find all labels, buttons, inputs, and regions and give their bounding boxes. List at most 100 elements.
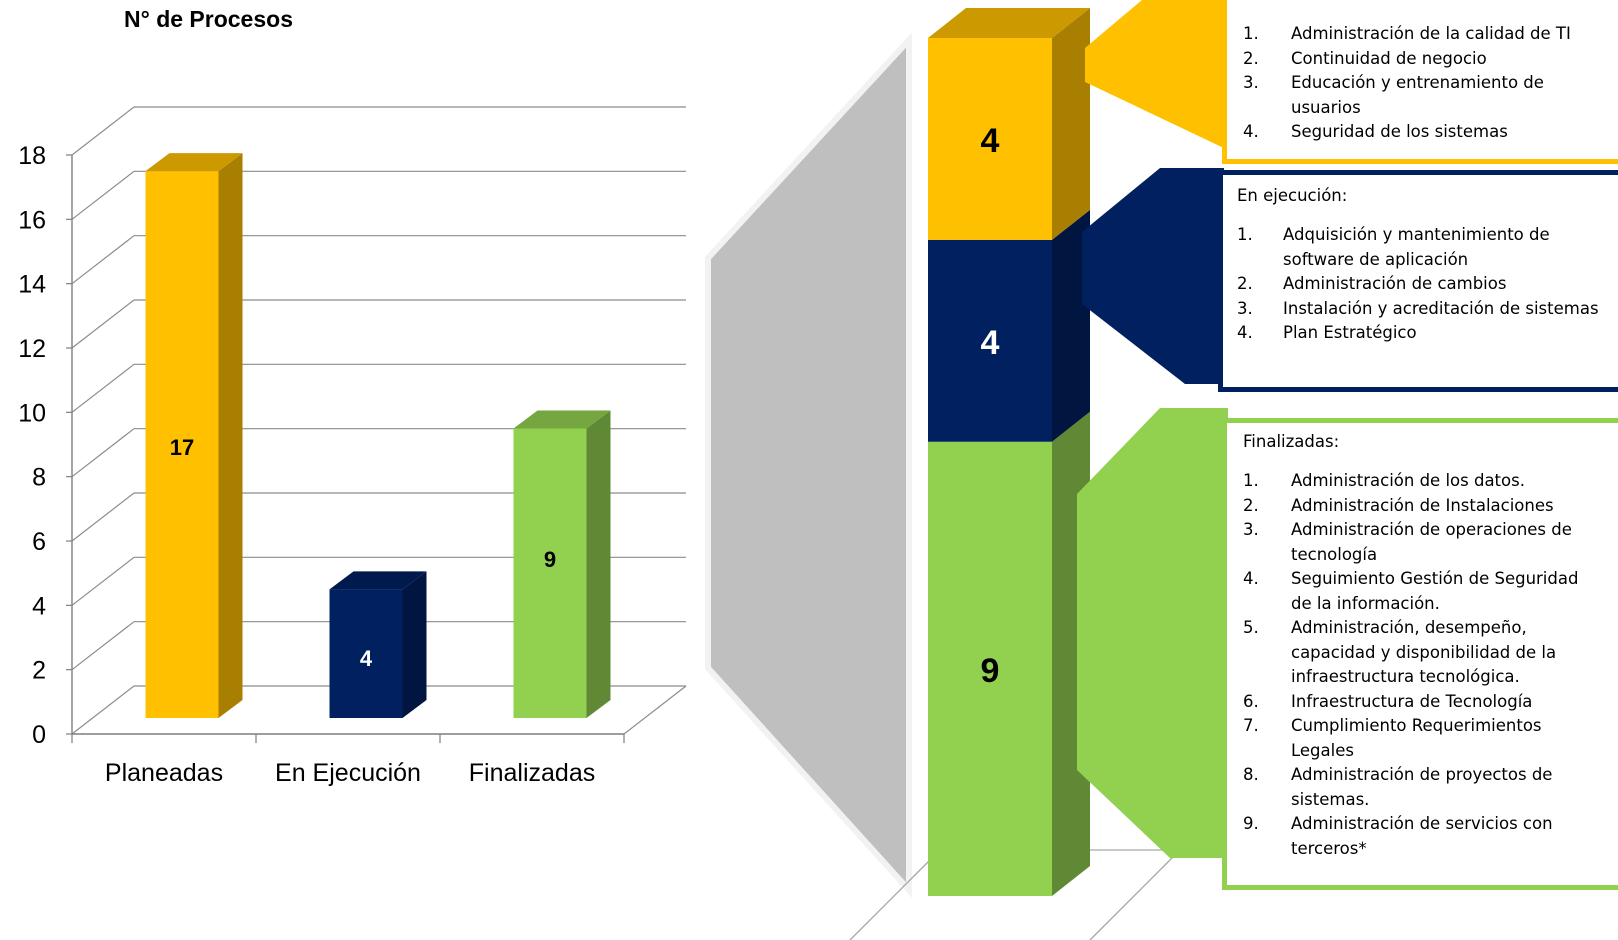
gridline-diagonal	[71, 299, 135, 349]
list-item-number: 1.	[1243, 24, 1259, 43]
list-item-text: Administración de Instalaciones	[1291, 495, 1554, 515]
bar-1: 17	[145, 153, 243, 718]
list-item-number: 6.	[1243, 691, 1259, 711]
y-tick-label: 4	[32, 592, 46, 620]
callout-final-heading: Finalizadas:	[1243, 432, 1340, 451]
list-item: 1. Adquisición y mantenimiento de softwar…	[1237, 223, 1604, 272]
list-item-text: Instalación y acreditación de sistemas	[1283, 298, 1599, 318]
pointer-planned	[1085, 0, 1228, 150]
y-tick-label: 10	[18, 399, 46, 427]
x-tick-label: Planeadas	[105, 759, 223, 787]
list-item-text: Plan Estratégico	[1283, 323, 1417, 342]
y-axis-ticks: 0 2 4 6 8 10 12 14 16 18	[18, 142, 72, 749]
gridline-diagonal	[71, 492, 135, 542]
bar-front	[329, 589, 403, 718]
list-item: 5. Administración, desempeño, capacidad …	[1243, 616, 1604, 690]
list-item: 9. Administración de servicios con tercer…	[1243, 812, 1604, 861]
x-tick-label: Finalizadas	[469, 759, 595, 787]
segment-side	[1052, 8, 1090, 240]
bar-side	[218, 153, 243, 718]
list-item-number: 7.	[1243, 716, 1259, 735]
list-item-text: Administración de operaciones de tecnolo…	[1291, 520, 1572, 564]
list-item-number: 2.	[1243, 495, 1259, 515]
bar-top	[145, 153, 243, 172]
list-item: 4. Plan Estratégico	[1237, 321, 1604, 346]
list-item: 4. Seguimiento Gestión de Seguridad de la…	[1243, 567, 1604, 616]
y-tick-label: 0	[32, 721, 46, 749]
planned-process-list: 1. Administración de la calidad de TI 2. Co…	[1243, 22, 1604, 145]
list-item: 2. Continuidad de negocio	[1243, 47, 1604, 72]
list-item-text: Cumplimiento Requerimientos Legales	[1291, 716, 1542, 760]
list-item: 4. Seguridad de los sistemas	[1243, 120, 1604, 145]
list-item: 7. Cumplimiento Requerimientos Legales	[1243, 714, 1604, 763]
list-item: 1. Administración de los datos.	[1243, 469, 1604, 494]
gridline-diagonal	[71, 621, 135, 671]
list-item-text: Seguimiento Gestión de Seguridad de la i…	[1291, 569, 1579, 613]
bar-side	[402, 571, 427, 718]
list-item: 2. Administración de Instalaciones	[1243, 494, 1604, 519]
stack-floor	[849, 849, 1176, 940]
finished-process-list: 1. Administración de los datos. 2. Administ…	[1243, 469, 1604, 861]
list-item: 3. Instalación y acreditación de sistemas	[1237, 297, 1604, 322]
list-item-text: Administración de proyectos de sistemas.	[1291, 765, 1553, 809]
segment-side	[1052, 209, 1090, 442]
bar-data-label: 17	[170, 435, 194, 460]
stack-segment-1: 4	[928, 8, 1090, 240]
chart-axes	[71, 155, 687, 743]
y-tick-label: 18	[18, 142, 46, 170]
bar-2: 4	[329, 571, 427, 718]
gridline-diagonal	[71, 685, 135, 735]
list-item-number: 1.	[1243, 471, 1259, 490]
list-item: 6. Infraestructura de Tecnología	[1243, 690, 1604, 715]
list-item-text: Administración, desempeño, capacidad y d…	[1291, 618, 1557, 686]
list-item: 2. Administración de cambios	[1237, 272, 1604, 297]
list-item: 3. Administración de operaciones de tecno…	[1243, 518, 1604, 567]
gridline-diagonal	[71, 556, 135, 606]
list-item-number: 2.	[1237, 274, 1253, 293]
zoom-connector	[705, 32, 912, 898]
list-item-number: 3.	[1237, 298, 1253, 318]
bar-front	[145, 171, 219, 718]
y-tick-label: 6	[32, 528, 46, 556]
list-item-text: Administración de la calidad de TI	[1291, 24, 1571, 43]
stack-segments: 9 4 4	[928, 8, 1090, 896]
y-tick-label: 12	[18, 335, 46, 363]
list-item-text: Adquisición y mantenimiento de software …	[1283, 225, 1550, 269]
pointer-exec	[1082, 168, 1224, 384]
list-item-number: 3.	[1243, 520, 1259, 539]
callout-in-execution: En ejecución: 1. Adquisición y mantenimie…	[1218, 170, 1618, 392]
bar-side	[586, 410, 611, 718]
list-item-number: 8.	[1243, 765, 1259, 784]
list-item-text: Seguridad de los sistemas	[1291, 122, 1508, 141]
bar-data-label: 4	[360, 646, 373, 671]
stack-segment-2: 4	[928, 209, 1090, 442]
list-item-text: Administración de cambios	[1283, 274, 1507, 293]
list-item-number: 4.	[1243, 569, 1259, 588]
list-item-number: 9.	[1243, 814, 1259, 833]
y-tick-label: 14	[18, 271, 46, 299]
y-tick-label: 2	[32, 657, 46, 685]
y-tick-label: 16	[18, 206, 46, 234]
segment-top	[928, 8, 1090, 38]
list-item-number: 4.	[1243, 122, 1259, 141]
gridline-diagonal	[71, 363, 135, 413]
list-item-text: Educación y entrenamiento de usuarios	[1291, 73, 1544, 117]
list-item-text: Infraestructura de Tecnología	[1291, 691, 1533, 711]
y-tick-label: 8	[32, 464, 46, 492]
callout-pointers	[1077, 0, 1228, 858]
list-item-number: 1.	[1237, 225, 1253, 244]
x-tick-label: En Ejecución	[275, 759, 421, 787]
list-item-text: Administración de los datos.	[1291, 471, 1525, 490]
pointer-final	[1077, 408, 1228, 858]
list-item: 3. Educación y entrenamiento de usuarios	[1243, 71, 1604, 120]
callout-planned: 1. Administración de la calidad de TI 2. Co…	[1222, 0, 1618, 164]
bar-3: 9	[513, 410, 611, 718]
in-execution-process-list: 1. Adquisición y mantenimiento de softwar…	[1237, 223, 1604, 346]
x-axis-labels: Planeadas En Ejecución Finalizadas	[105, 759, 595, 787]
segment-front	[928, 441, 1052, 896]
bar-top	[329, 571, 427, 590]
bar-top	[513, 410, 611, 429]
gridline-diagonal	[71, 235, 135, 285]
